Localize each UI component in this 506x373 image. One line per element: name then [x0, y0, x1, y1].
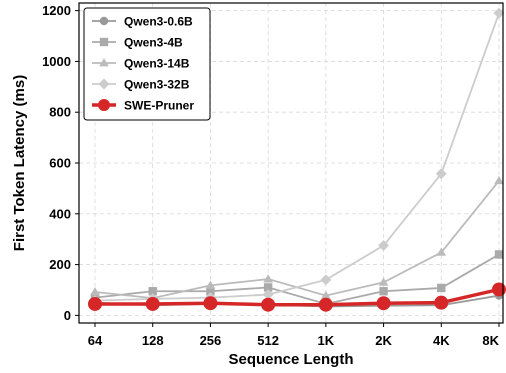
legend-marker — [98, 78, 110, 90]
data-point — [492, 282, 506, 297]
data-point — [494, 175, 504, 185]
y-tick-label: 600 — [49, 156, 71, 171]
legend-label: Qwen3-14B — [124, 57, 190, 71]
legend-label: SWE-Pruner — [124, 99, 194, 113]
legend-entry: SWE-Pruner — [92, 99, 194, 113]
data-point — [262, 289, 274, 301]
axes: 0 200 400 600 800 1000 1200 64 128 256 512 1K 2K 4K 8K — [42, 3, 500, 348]
legend-entry: Qwen3-0.6B — [92, 15, 193, 29]
x-axis-label: Sequence Length — [228, 351, 353, 368]
legend-marker — [99, 37, 109, 47]
data-point — [88, 296, 102, 311]
legend-entry: Qwen3-32B — [92, 78, 190, 92]
x-tick-label: 128 — [142, 333, 164, 348]
data-point — [437, 283, 446, 293]
data-point — [376, 296, 391, 311]
data-point — [148, 287, 157, 296]
x-tick-label: 512 — [257, 333, 279, 348]
x-tick-label: 64 — [88, 333, 103, 348]
data-point — [90, 287, 100, 296]
data-point — [321, 290, 331, 299]
series-line — [94, 253, 500, 305]
series-qwen3-14b — [90, 175, 504, 302]
legend-box — [83, 7, 211, 121]
series-lines — [88, 7, 506, 312]
x-tick-label: 2K — [375, 333, 392, 348]
data-point — [434, 295, 449, 310]
y-tick-label: 200 — [49, 257, 71, 272]
y-axis-label: First Token Latency (ms) — [11, 75, 28, 251]
legend-marker — [99, 58, 109, 67]
data-point — [320, 274, 332, 286]
legend-marker — [98, 99, 110, 111]
data-point — [263, 274, 273, 283]
legend-entry: Qwen3-14B — [92, 57, 190, 71]
x-tick-label: 256 — [200, 333, 222, 348]
series-line — [94, 12, 500, 302]
legend: Qwen3-0.6B Qwen3-4B Qwen3-14B Qwen3-32B SWE-… — [83, 7, 211, 121]
legend-label: Qwen3-0.6B — [124, 15, 193, 29]
x-tick-label: 8K — [482, 333, 499, 348]
data-point — [494, 250, 504, 259]
data-point — [206, 287, 215, 296]
data-point — [379, 287, 388, 296]
data-point — [203, 296, 218, 311]
series-line — [95, 287, 500, 307]
x-tick-label: 1K — [318, 333, 335, 348]
data-point — [493, 7, 505, 19]
data-point — [318, 297, 333, 312]
data-point — [378, 277, 389, 286]
y-tick-label: 0 — [64, 308, 71, 323]
y-tick-label: 800 — [49, 105, 71, 120]
y-tick-label: 1200 — [42, 3, 71, 18]
x-tick-label: 4K — [433, 333, 450, 348]
data-point — [145, 296, 160, 311]
data-point — [436, 247, 447, 256]
y-tick-label: 1000 — [42, 54, 71, 69]
legend-label: Qwen3-32B — [124, 78, 190, 92]
legend-label: Qwen3-4B — [124, 36, 183, 50]
data-point — [435, 168, 447, 180]
data-point — [263, 283, 273, 292]
series-swe-pruner — [88, 282, 506, 312]
y-tick-label: 400 — [49, 206, 71, 221]
series-line — [94, 180, 500, 300]
data-point — [378, 240, 390, 251]
legend-entry: Qwen3-4B — [92, 36, 183, 50]
data-point — [261, 297, 276, 312]
legend-marker — [99, 16, 109, 26]
data-point — [205, 280, 216, 289]
